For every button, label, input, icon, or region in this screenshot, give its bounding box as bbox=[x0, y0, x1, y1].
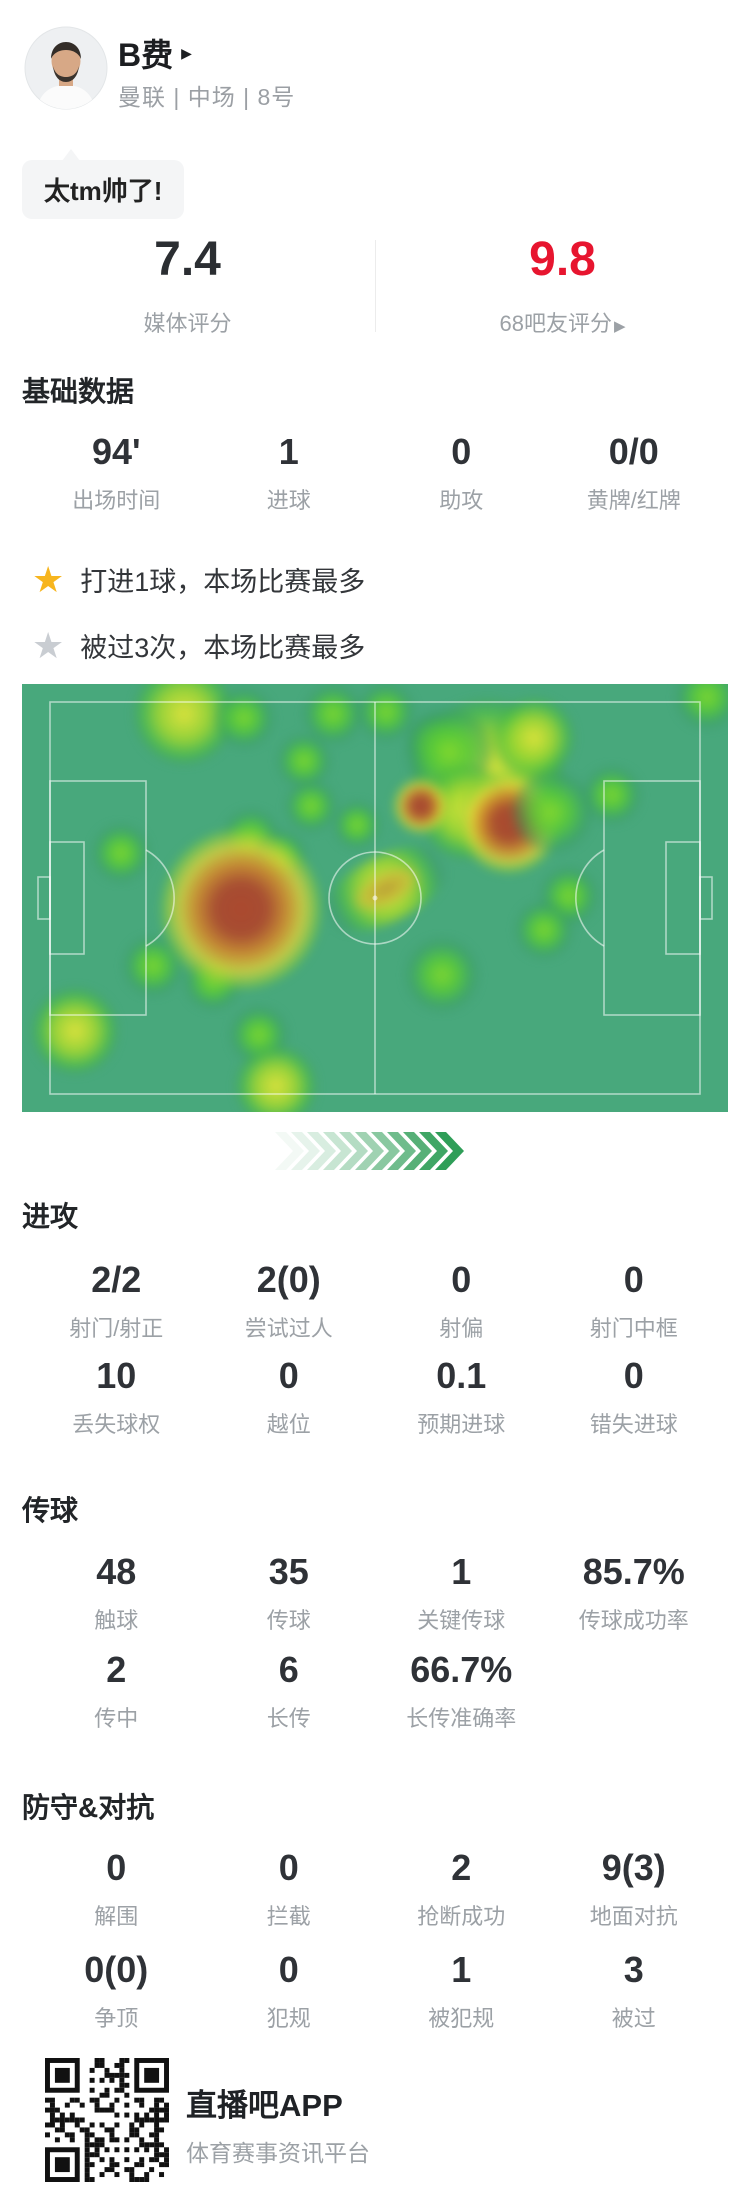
stat-woodwork: 0 射门中框 bbox=[589, 1259, 678, 1342]
comment-text: 太tm帅了! bbox=[44, 176, 163, 206]
player-team-position: 曼联 | 中场 | 8号 bbox=[118, 84, 296, 110]
fan-rating[interactable]: 9.8 68吧友评分 ▶ bbox=[375, 236, 750, 346]
highlight-text: 打进1球，本场比赛最多 bbox=[80, 567, 366, 597]
stat-shots: 2/2 射门/射正 bbox=[69, 1259, 164, 1342]
stat-clearances: 0 解围 bbox=[94, 1847, 139, 1930]
chevron-arrows-icon bbox=[275, 1132, 464, 1170]
stat-ground-duels: 9(3) 地面对抗 bbox=[589, 1847, 678, 1930]
heatmap-blobs bbox=[22, 684, 728, 1112]
stat-aerial-duels: 0(0) 争顶 bbox=[84, 1949, 149, 2032]
player-name-link[interactable]: B费 ▶ bbox=[118, 30, 192, 76]
stat-fouls: 0 犯规 bbox=[266, 1949, 311, 2032]
app-name: 直播吧APP bbox=[186, 2088, 343, 2123]
chevron-right-icon: ▶ bbox=[181, 44, 192, 61]
stat-tackles-won: 2 抢断成功 bbox=[417, 1847, 506, 1930]
player-name: B费 bbox=[118, 37, 174, 73]
chevron-right-icon: ▶ bbox=[613, 318, 626, 335]
basic-stats-row: 94' 出场时间 1 进球 0 助攻 0/0 黄牌/红牌 bbox=[30, 434, 720, 515]
stat-long-ball-accuracy: 66.7% 长传准确率 bbox=[406, 1649, 517, 1732]
stat-goals: 1 进球 bbox=[266, 431, 311, 514]
fan-rating-value: 9.8 bbox=[529, 233, 596, 286]
ratings-row: 7.4 媒体评分 9.8 68吧友评分 ▶ bbox=[0, 236, 750, 346]
highlight-goal: ★ 打进1球，本场比赛最多 bbox=[32, 560, 365, 599]
stat-possession-lost: 10 丢失球权 bbox=[72, 1355, 161, 1438]
section-title-basic: 基础数据 bbox=[22, 376, 135, 407]
highlight-dribbled-past: ★ 被过3次，本场比赛最多 bbox=[32, 626, 365, 665]
divider bbox=[375, 240, 376, 332]
stat-minutes: 94' 出场时间 bbox=[72, 431, 161, 514]
stat-interceptions: 0 拦截 bbox=[266, 1847, 311, 1930]
stat-cards: 0/0 黄牌/红牌 bbox=[586, 431, 681, 514]
highlight-text: 被过3次，本场比赛最多 bbox=[80, 633, 366, 663]
stat-passes: 35 传球 bbox=[266, 1551, 311, 1634]
heatmap-pitch bbox=[22, 684, 728, 1112]
stat-missed-chances: 0 错失进球 bbox=[589, 1355, 678, 1438]
media-rating-value: 7.4 bbox=[154, 233, 221, 286]
defense-stats-row-1: 0 解围 0 拦截 2 抢断成功 9(3) 地面对抗 bbox=[30, 1850, 720, 1931]
stat-dribbled-past: 3 被过 bbox=[611, 1949, 656, 2032]
media-rating-label: 媒体评分 bbox=[143, 311, 232, 336]
stat-touches: 48 触球 bbox=[94, 1551, 139, 1634]
stat-xg: 0.1 预期进球 bbox=[417, 1355, 506, 1438]
stat-pass-accuracy: 85.7% 传球成功率 bbox=[578, 1551, 689, 1634]
star-gold-icon: ★ bbox=[32, 558, 65, 600]
comment-bubble: 太tm帅了! bbox=[22, 149, 185, 219]
avatar bbox=[24, 26, 108, 110]
qr-code bbox=[45, 2058, 169, 2182]
passing-stats-row-2: 2 传中 6 长传 66.7% 长传准确率 bbox=[30, 1652, 720, 1733]
stat-shots-off: 0 射偏 bbox=[439, 1259, 484, 1342]
section-title-attack: 进攻 bbox=[22, 1201, 79, 1232]
section-title-passing: 传球 bbox=[22, 1495, 79, 1526]
passing-stats-row-1: 48 触球 35 传球 1 关键传球 85.7% 传球成功率 bbox=[30, 1554, 720, 1635]
section-title-defense: 防守&对抗 bbox=[22, 1792, 155, 1823]
stat-offsides: 0 越位 bbox=[266, 1355, 311, 1438]
stat-long-balls: 6 长传 bbox=[266, 1649, 311, 1732]
defense-stats-row-2: 0(0) 争顶 0 犯规 1 被犯规 3 被过 bbox=[30, 1952, 720, 2033]
star-gray-icon: ★ bbox=[32, 624, 65, 666]
stat-dribbles: 2(0) 尝试过人 bbox=[244, 1259, 333, 1342]
pitch-lines bbox=[37, 701, 713, 1095]
stat-fouled: 1 被犯规 bbox=[428, 1949, 495, 2032]
stat-empty bbox=[548, 1652, 721, 1733]
stat-key-passes: 1 关键传球 bbox=[417, 1551, 506, 1634]
stat-assists: 0 助攻 bbox=[439, 431, 484, 514]
app-tagline: 体育赛事资讯平台 bbox=[186, 2140, 370, 2166]
fan-rating-label[interactable]: 68吧友评分 ▶ bbox=[499, 311, 626, 336]
media-rating: 7.4 媒体评分 bbox=[0, 236, 375, 346]
stat-crosses: 2 传中 bbox=[94, 1649, 139, 1732]
attack-stats-row-1: 2/2 射门/射正 2(0) 尝试过人 0 射偏 0 射门中框 bbox=[30, 1262, 720, 1343]
avatar-placeholder-image bbox=[24, 26, 108, 110]
attack-stats-row-2: 10 丢失球权 0 越位 0.1 预期进球 0 错失进球 bbox=[30, 1358, 720, 1439]
